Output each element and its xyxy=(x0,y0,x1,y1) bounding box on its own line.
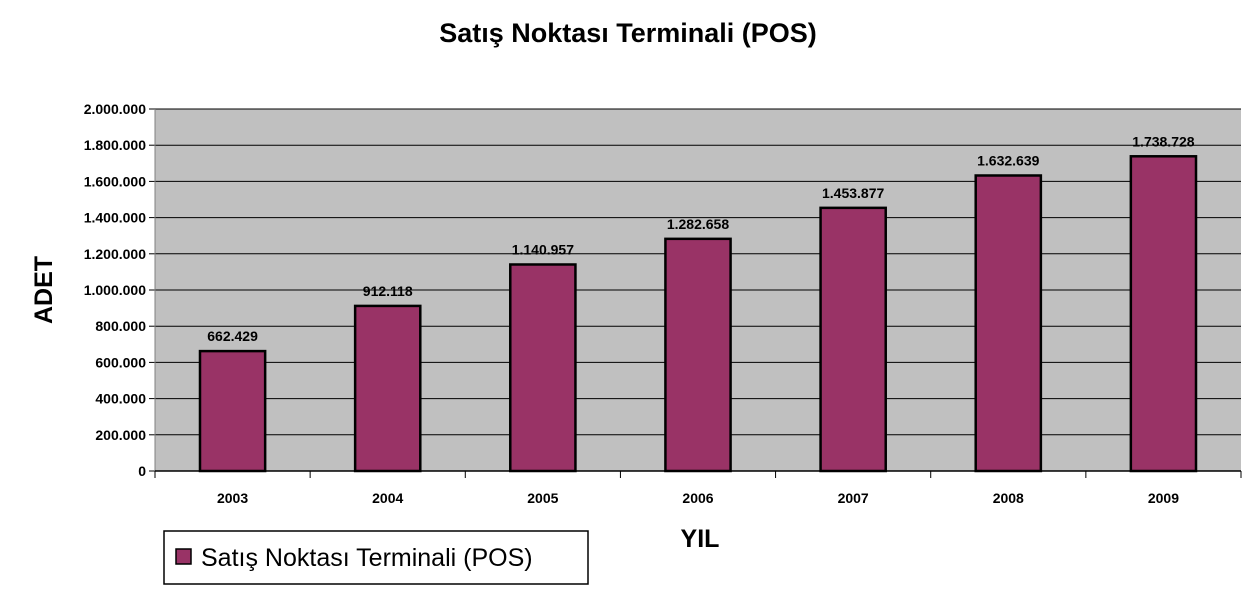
x-tick-label: 2005 xyxy=(527,490,558,506)
y-tick-label: 600.000 xyxy=(95,354,146,370)
y-tick-label: 2.000.000 xyxy=(84,101,146,117)
chart-title: Satış Noktası Terminali (POS) xyxy=(439,18,817,48)
x-tick-label: 2004 xyxy=(372,490,403,506)
data-label: 662.429 xyxy=(207,328,258,344)
bar xyxy=(819,206,887,473)
legend-swatch xyxy=(175,548,192,565)
bar xyxy=(974,174,1043,473)
y-tick-label: 800.000 xyxy=(95,318,146,334)
x-tick-label: 2008 xyxy=(993,490,1024,506)
legend-label: Satış Noktası Terminali (POS) xyxy=(201,544,533,572)
plot-area: 0 200.000 400.000 600.000 800.000 1.000.000 1.… xyxy=(84,101,1242,506)
data-label: 1.282.658 xyxy=(667,216,729,232)
legend: Satış Noktası Terminali (POS) xyxy=(163,530,589,585)
y-tick-label: 0 xyxy=(138,463,146,479)
bar xyxy=(353,304,422,473)
bar xyxy=(1129,155,1198,473)
y-tick-label: 1.600.000 xyxy=(84,173,146,189)
data-label: 912.118 xyxy=(363,283,413,299)
y-tick-label: 200.000 xyxy=(95,427,146,443)
y-tick-label: 1.200.000 xyxy=(84,246,146,262)
y-axis-title: ADET xyxy=(30,256,58,324)
y-tick-label: 400.000 xyxy=(95,391,146,407)
x-axis-title: YIL xyxy=(681,525,720,553)
y-tick-label: 1.000.000 xyxy=(84,282,146,298)
bar xyxy=(509,263,577,473)
legend-box xyxy=(163,530,589,585)
bar xyxy=(198,349,267,473)
x-tick-label: 2007 xyxy=(838,490,869,506)
x-tick-label: 2006 xyxy=(682,490,713,506)
y-tick-label: 1.400.000 xyxy=(84,210,146,226)
x-tick-label: 2009 xyxy=(1148,490,1179,506)
data-label: 1.632.639 xyxy=(977,152,1039,168)
x-tick-label: 2003 xyxy=(217,490,248,506)
y-tick-label: 1.800.000 xyxy=(84,137,146,153)
bar xyxy=(664,237,732,473)
data-label: 1.738.728 xyxy=(1132,133,1194,149)
data-label: 1.140.957 xyxy=(512,241,574,257)
data-label: 1.453.877 xyxy=(822,185,884,201)
